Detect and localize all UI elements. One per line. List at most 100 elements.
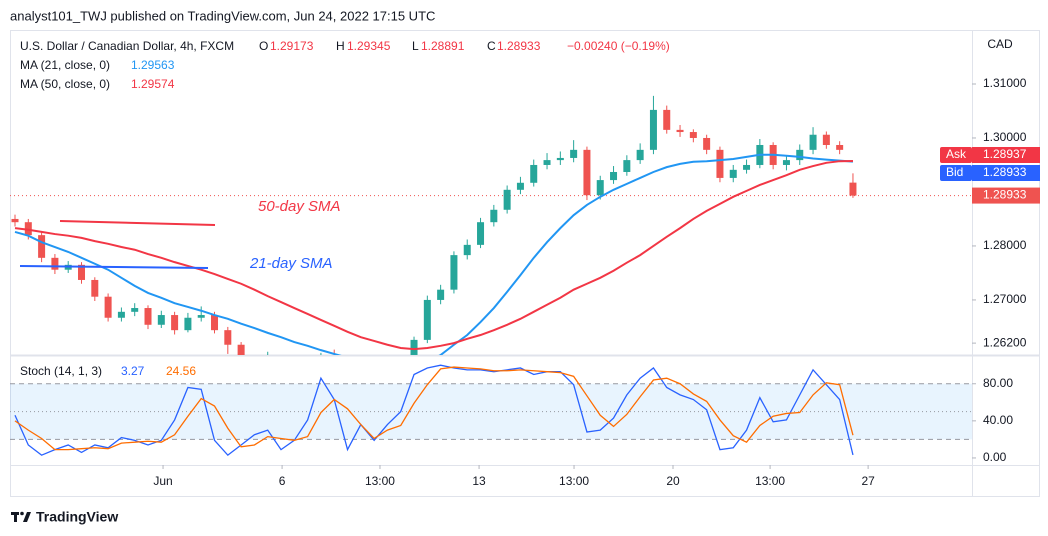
brand: TradingView [36,509,118,525]
candle-body [184,317,192,331]
candle-body [104,296,112,318]
candle-body [570,149,578,158]
candle-body [51,257,59,270]
x-tick-label: 27 [861,474,875,488]
candle-body [782,160,790,165]
candle-body [38,235,46,258]
last-price-box [972,187,1040,204]
indicator-line [14,364,854,457]
y-tick-label: 1.30000 [983,130,1027,144]
y-tick-label: 1.26200 [983,335,1027,349]
ma-legend: MA (50, close, 0) [20,77,110,91]
x-tick-label: 13 [472,474,486,488]
quote-value-box [972,165,1040,181]
candle-body [610,171,618,181]
candle-body [11,218,19,223]
stoch-pane [10,364,972,457]
quote-value: 1.28937 [983,147,1027,161]
quote-tag [940,165,972,181]
candle-body [197,315,205,318]
candle-body [596,180,604,196]
ohlc-value: 1.28933 [497,39,541,53]
ohlc-value: 1.28891 [421,39,465,53]
ohlc-key: C [487,39,496,53]
candle-body [224,330,232,345]
x-tick-label: 13:00 [755,474,785,488]
candle-body [477,222,485,245]
candle-body [743,164,751,170]
candle-body [623,160,631,172]
ohlc-change: −0.00240 (−0.19%) [567,39,670,53]
stoch-legend-value: 24.56 [166,364,196,378]
y-tick-label: 1.28000 [983,238,1027,252]
candle-body [796,149,804,161]
candle-body [809,134,817,150]
ohlc-key: O [259,39,268,53]
ohlc-value: 1.29173 [270,39,314,53]
candle-body [530,164,538,183]
y-tick-label: 0.00 [983,450,1007,464]
y-tick-label: 1.27000 [983,292,1027,306]
ma-legend: MA (21, close, 0) [20,58,110,72]
last-price-label: 1.28933 [983,188,1027,202]
candle-body [157,315,165,325]
candle-body [211,315,219,331]
candle-body [291,370,298,385]
indicator-line [14,159,853,351]
candle-body [543,160,551,165]
quote-tag [940,147,972,163]
y-tick-label: 40.00 [983,413,1013,427]
candle-body [716,149,724,178]
annotation: 50-day SMA [258,198,341,215]
candle-body [822,134,830,145]
candle-body [171,315,179,331]
publisher-line: analyst101_TWJ published on TradingView.… [10,8,435,23]
main-pane [10,95,972,385]
axis-unit: CAD [987,37,1013,51]
quote-value-box [972,147,1040,163]
stoch-legend-value: 3.27 [121,364,145,378]
quote-value: 1.28933 [983,165,1027,179]
quote-name: Bid [946,165,963,179]
candle-body [437,289,445,300]
candle-body [836,144,844,150]
ohlc-value: 1.29345 [347,39,391,53]
y-tick-label: 1.31000 [983,76,1027,90]
drawn-trendline [19,265,209,269]
quote-name: Ask [946,147,967,161]
candle-body [131,308,139,312]
candle-body [556,157,564,161]
candle-body [423,299,431,340]
candle-body [703,137,711,150]
x-tick-label: 13:00 [559,474,589,488]
chart-frame [10,30,1040,497]
stoch-legend: Stoch (14, 1, 3) [20,364,102,378]
candle-body [849,182,857,196]
x-tick-label: 6 [279,474,286,488]
candle-body [237,344,245,355]
ohlc-key: L [412,39,419,53]
candle-body [490,209,498,223]
candle-body [304,372,311,385]
candle-body [317,360,324,372]
candle-body [516,182,524,190]
candle-body [117,311,125,318]
candle-body [649,109,657,150]
y-tick-label: 80.00 [983,376,1013,390]
candle-body [450,255,458,290]
candle-body [503,189,511,210]
candle-body [729,169,737,178]
x-tick-label: Jun [153,474,172,488]
candle-body [78,264,86,280]
annotation: 21-day SMA [249,255,333,272]
candle-body [24,222,32,236]
candle-body [91,279,99,297]
x-tick-label: 13:00 [365,474,395,488]
candle-body [251,365,258,375]
candle-body [689,132,697,138]
candle-body [344,365,351,380]
candle-body [636,149,644,161]
candle-body [331,360,338,365]
ma-legend-value: 1.29563 [131,58,175,72]
